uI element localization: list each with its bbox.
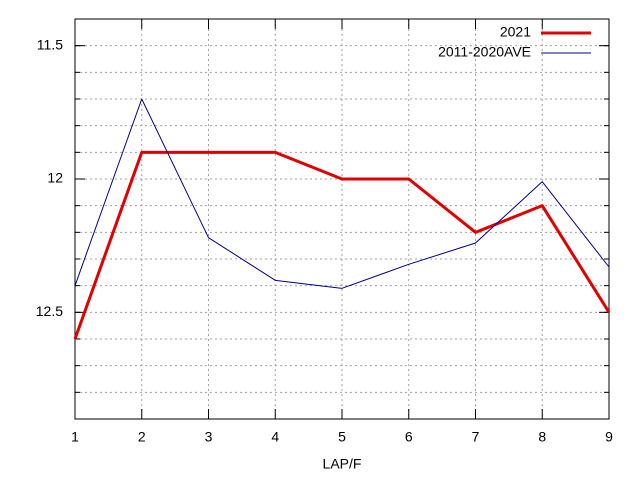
legend-label: 2011-2020AVE [438,44,531,60]
x-tick-label: 5 [338,429,346,445]
x-tick-label: 6 [405,429,413,445]
x-tick-label: 1 [71,429,79,445]
x-tick-label: 2 [138,429,146,445]
y-tick-label: 11.5 [37,36,63,52]
x-tick-label: 3 [205,429,213,445]
y-tick-label: 12 [47,170,63,186]
x-tick-label: 4 [271,429,279,445]
line-series [73,150,611,340]
legend-label: 2021 [500,24,531,40]
line-series [74,98,610,289]
x-tick-label: 7 [472,429,480,445]
x-tick-label: 8 [538,429,546,445]
x-tick-label: 9 [605,429,613,445]
y-tick-label: 12.5 [36,303,63,319]
x-axis-label: LAP/F [323,456,362,472]
plot-frame [74,18,610,420]
